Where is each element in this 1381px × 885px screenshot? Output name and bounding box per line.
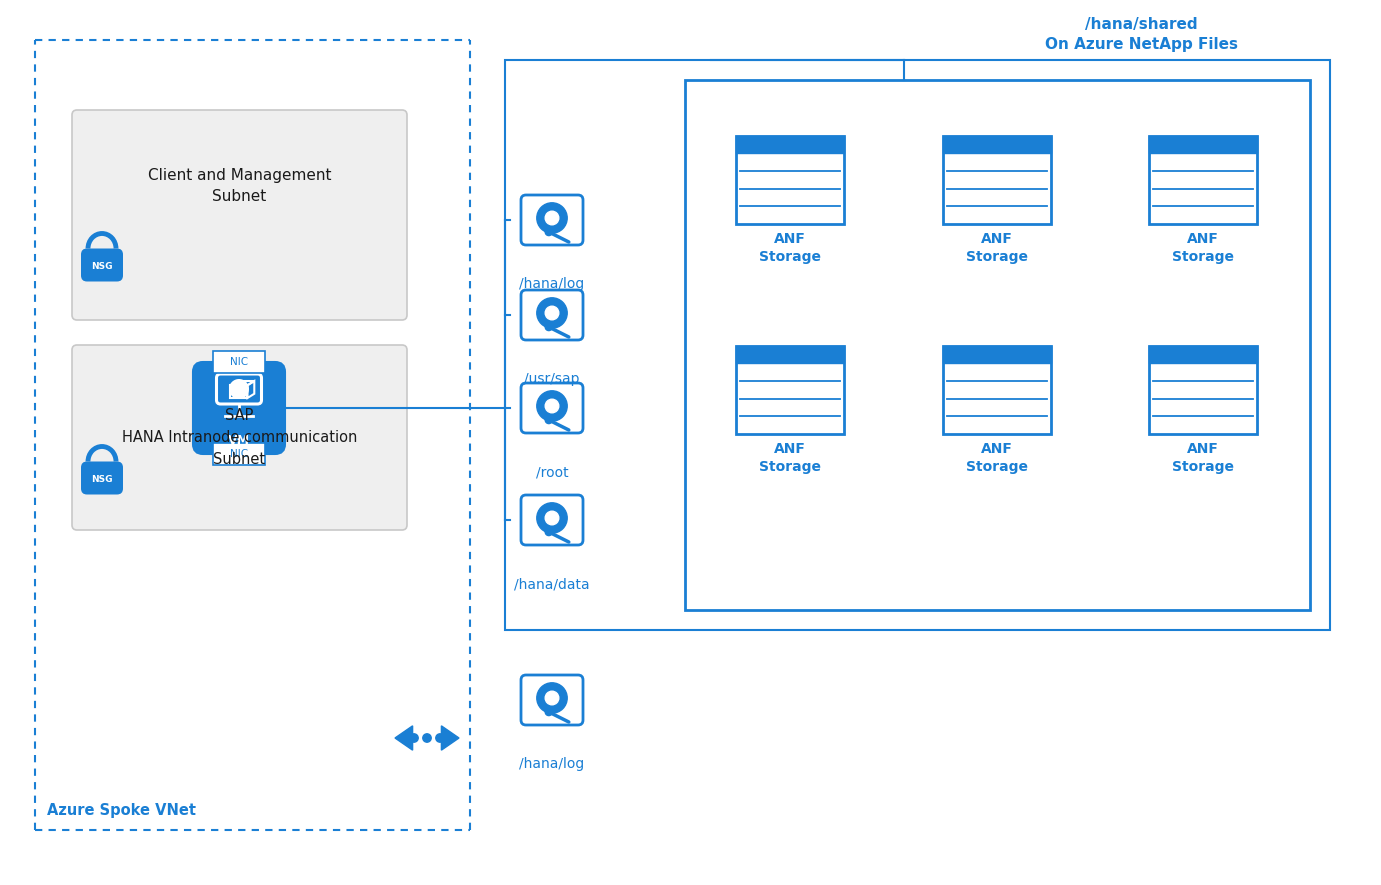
Bar bbox=[943, 346, 1051, 434]
Text: ANF
Storage: ANF Storage bbox=[965, 442, 1027, 473]
Text: /hana/log: /hana/log bbox=[519, 277, 584, 291]
Text: SAP
HANA Intranode communication
Subnet: SAP HANA Intranode communication Subnet bbox=[122, 408, 358, 466]
Bar bbox=[736, 136, 844, 153]
Text: ANF
Storage: ANF Storage bbox=[1172, 442, 1235, 473]
FancyBboxPatch shape bbox=[521, 290, 583, 340]
Bar bbox=[943, 346, 1051, 363]
Circle shape bbox=[537, 203, 568, 234]
Circle shape bbox=[436, 734, 445, 743]
Circle shape bbox=[545, 212, 559, 225]
Bar bbox=[943, 136, 1051, 224]
Circle shape bbox=[545, 399, 559, 412]
Bar bbox=[1149, 346, 1257, 434]
Bar bbox=[736, 346, 844, 434]
Circle shape bbox=[229, 379, 249, 399]
Text: ANF
Storage: ANF Storage bbox=[965, 232, 1027, 264]
Circle shape bbox=[545, 512, 559, 525]
FancyBboxPatch shape bbox=[72, 345, 407, 530]
Text: ANF
Storage: ANF Storage bbox=[1172, 232, 1235, 264]
Circle shape bbox=[537, 503, 568, 533]
Circle shape bbox=[537, 683, 568, 713]
Circle shape bbox=[545, 323, 552, 331]
Text: /hana/data: /hana/data bbox=[514, 577, 590, 591]
Text: NIC: NIC bbox=[231, 357, 249, 367]
Circle shape bbox=[545, 306, 559, 319]
FancyBboxPatch shape bbox=[521, 195, 583, 245]
Circle shape bbox=[545, 708, 552, 716]
FancyBboxPatch shape bbox=[81, 249, 123, 281]
Bar bbox=[213, 351, 265, 373]
Text: ANF
Storage: ANF Storage bbox=[760, 442, 820, 473]
Bar bbox=[505, 60, 1330, 630]
FancyBboxPatch shape bbox=[521, 675, 583, 725]
FancyBboxPatch shape bbox=[72, 110, 407, 320]
Bar bbox=[943, 136, 1051, 153]
Circle shape bbox=[537, 297, 568, 328]
Text: /hana/log: /hana/log bbox=[519, 757, 584, 771]
Text: /usr/sap: /usr/sap bbox=[525, 372, 580, 386]
Circle shape bbox=[537, 391, 568, 421]
Bar bbox=[1149, 346, 1257, 363]
Bar bbox=[736, 346, 844, 363]
FancyBboxPatch shape bbox=[81, 461, 123, 495]
Polygon shape bbox=[395, 726, 413, 750]
Text: NSG: NSG bbox=[91, 263, 113, 272]
Text: VM: VM bbox=[228, 434, 250, 447]
Circle shape bbox=[545, 417, 552, 424]
Text: NSG: NSG bbox=[91, 475, 113, 484]
FancyBboxPatch shape bbox=[193, 362, 284, 454]
Text: Client and Management
Subnet: Client and Management Subnet bbox=[148, 167, 331, 204]
Text: ANF
Storage: ANF Storage bbox=[760, 232, 820, 264]
Circle shape bbox=[410, 734, 418, 743]
Text: Azure Spoke VNet: Azure Spoke VNet bbox=[47, 803, 196, 818]
Text: NIC: NIC bbox=[231, 449, 249, 459]
Bar bbox=[736, 136, 844, 224]
Circle shape bbox=[545, 691, 559, 704]
Circle shape bbox=[423, 734, 431, 743]
FancyBboxPatch shape bbox=[521, 495, 583, 545]
Polygon shape bbox=[442, 726, 458, 750]
Circle shape bbox=[545, 228, 552, 235]
Bar bbox=[685, 80, 1311, 610]
Circle shape bbox=[545, 528, 552, 535]
Text: /hana/shared
On Azure NetApp Files: /hana/shared On Azure NetApp Files bbox=[1045, 17, 1237, 52]
Bar bbox=[213, 443, 265, 465]
Text: /root: /root bbox=[536, 465, 569, 479]
Bar bbox=[1149, 136, 1257, 224]
FancyBboxPatch shape bbox=[521, 383, 583, 433]
Bar bbox=[1149, 136, 1257, 153]
